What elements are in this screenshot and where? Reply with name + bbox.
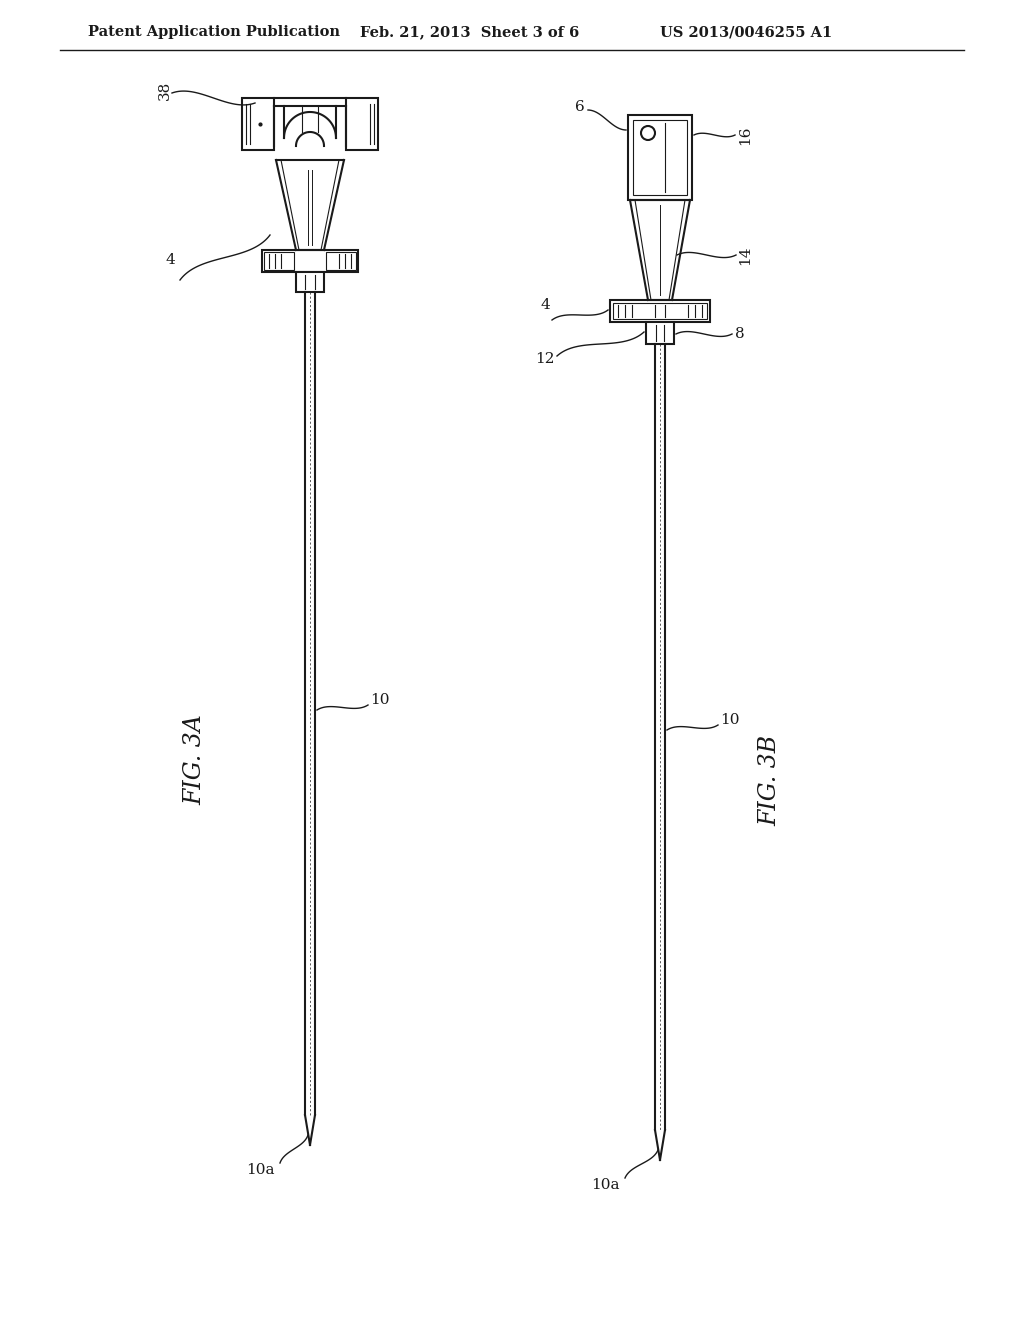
Bar bbox=[264, 252, 294, 271]
Text: FIG. 3A: FIG. 3A bbox=[183, 714, 207, 805]
Text: 10: 10 bbox=[720, 713, 739, 727]
Text: 10a: 10a bbox=[591, 1177, 620, 1192]
Text: 4: 4 bbox=[165, 253, 175, 267]
Text: 14: 14 bbox=[738, 246, 752, 265]
Bar bbox=[346, 98, 378, 150]
Text: 16: 16 bbox=[738, 125, 752, 145]
Bar bbox=[262, 249, 358, 272]
Text: 10: 10 bbox=[370, 693, 389, 708]
Bar bbox=[296, 272, 324, 292]
Bar bbox=[326, 252, 356, 271]
Text: Feb. 21, 2013  Sheet 3 of 6: Feb. 21, 2013 Sheet 3 of 6 bbox=[360, 25, 580, 40]
Text: 8: 8 bbox=[735, 327, 744, 341]
Text: 38: 38 bbox=[158, 81, 172, 99]
Bar bbox=[242, 98, 274, 150]
Bar bbox=[613, 304, 707, 319]
Bar bbox=[610, 300, 710, 322]
Bar bbox=[646, 322, 674, 345]
Bar bbox=[628, 115, 692, 201]
Text: 12: 12 bbox=[536, 352, 555, 366]
Text: Patent Application Publication: Patent Application Publication bbox=[88, 25, 340, 40]
Text: US 2013/0046255 A1: US 2013/0046255 A1 bbox=[660, 25, 833, 40]
Text: 4: 4 bbox=[540, 298, 550, 312]
Text: FIG. 3B: FIG. 3B bbox=[759, 734, 781, 825]
Bar bbox=[633, 120, 687, 195]
Text: 10a: 10a bbox=[246, 1163, 274, 1177]
Text: 6: 6 bbox=[575, 100, 585, 114]
